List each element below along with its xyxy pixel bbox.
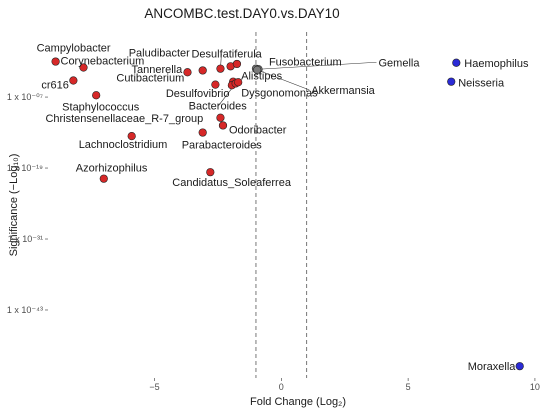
point-label: Paludibacter [129,47,190,59]
label-leader-line [257,69,310,91]
y-tick-label: 1 x 10⁻⁰⁷ [7,92,43,102]
data-point [218,121,228,130]
point-label: Bacteroides [189,100,248,112]
point-label: Gemella [378,57,420,69]
point-label: Corynebacterium [61,55,145,67]
point-label: Dysgonomonas [241,87,318,99]
data-point [79,63,88,72]
point-label: Odoribacter [229,124,287,136]
data-point [69,76,78,85]
point-label: Tannerella [131,64,183,76]
point-label: Haemophilus [464,58,529,70]
point-label: Staphylococcus [62,101,140,113]
point-label: Neisseria [458,78,505,90]
point-label: Christensenellaceae_R-7_group [45,113,203,125]
x-axis-label: Fold Change (Log₂) [250,396,346,408]
data-points [51,57,524,371]
data-point [183,68,192,77]
data-point [198,66,207,75]
point-label: cr616 [41,79,69,91]
y-tick-label: 1 x 10⁻¹⁹ [7,163,43,173]
y-tick-label: 1 x 10⁻³¹ [8,234,43,244]
x-tick-label: 0 [279,382,284,392]
data-point [216,64,225,73]
x-tick-label: 5 [406,382,411,392]
data-point [92,91,101,100]
point-label: Lachnoclostridium [79,139,168,151]
label-leader-line [258,61,377,70]
point-label: Desulfatiferula [191,49,262,61]
x-tick-label: −5 [149,382,159,392]
point-label: Campylobacter [37,43,111,55]
point-label: Desulfovibrio [166,88,230,100]
point-label: Azorhizophilus [76,163,148,175]
data-point [198,128,207,137]
data-point [253,65,262,74]
chart-title: ANCOMBC.test.DAY0.vs.DAY10 [144,6,339,21]
data-point [234,78,243,87]
data-point [447,77,456,86]
x-tick-label: 10 [530,382,540,392]
data-point [211,80,220,89]
y-axis-label: Significance (−Log₁₀) [8,154,20,257]
data-point [216,113,225,122]
point-label: Alistipes [241,71,282,83]
data-point [206,168,215,177]
data-point [99,174,108,183]
y-axis-ticks: 1 x 10⁻⁰⁷ 1 x 10⁻¹⁹ 1 x 10⁻³¹ 1 x 10⁻⁴³ [7,92,48,315]
data-point [127,131,136,141]
point-label: Candidatus_Soleaferrea [172,177,292,189]
point-label: Moraxella [468,361,517,373]
data-point [515,362,524,371]
point-label: Akkermansia [311,85,375,97]
x-axis-ticks: −5 0 5 10 [149,378,540,392]
data-point [452,58,461,67]
data-point [51,57,60,66]
point-label: Parabacteroides [182,140,263,152]
threshold-lines [255,32,308,378]
point-label: Fusobacterium [269,57,342,69]
y-tick-label: 1 x 10⁻⁴³ [7,305,43,315]
point-label: Cutibacterium [116,73,184,85]
data-point [232,59,242,69]
